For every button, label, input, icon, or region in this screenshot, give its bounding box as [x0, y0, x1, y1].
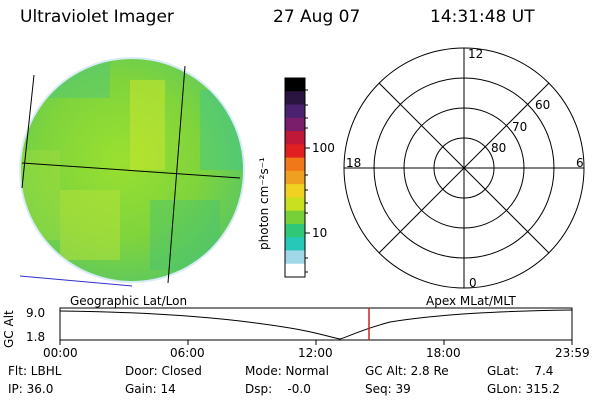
ip-status: IP: 36.0	[8, 382, 54, 396]
colorbar-tick-label-10: 10	[312, 226, 328, 240]
seq-status: Seq: 39	[365, 382, 411, 396]
gain-status: Gain: 14	[125, 382, 176, 396]
filter-status: Flt: LBHL	[8, 364, 62, 378]
colorbar-segment	[285, 104, 305, 119]
dsp-status: Dsp: -0.0	[245, 382, 311, 396]
time-tick-1800: 18:00	[426, 346, 461, 360]
polar-grid	[343, 47, 585, 289]
colorbar-segment	[285, 210, 305, 225]
colorbar-segment	[285, 184, 305, 198]
terminator-line	[19, 275, 133, 287]
instrument-title: Ultraviolet Imager	[20, 7, 174, 27]
altitude-axis-title: GC Alt	[2, 310, 16, 348]
altitude-tick-min: 1.8	[26, 330, 46, 344]
earth-disk-image	[19, 57, 245, 287]
altitude-curve	[59, 309, 573, 340]
colorbar	[285, 78, 305, 278]
latitude-line	[21, 162, 241, 179]
colorbar-segment	[285, 237, 305, 251]
apex-caption: Apex MLat/MLT	[426, 294, 516, 308]
gc-alt-status: GC Alt: 2.8 Re	[365, 364, 449, 378]
polar-label-lat-60: 60	[535, 98, 551, 112]
colorbar-segment	[285, 197, 305, 212]
polar-label-noon: 12	[468, 47, 484, 61]
colorbar-frame	[284, 77, 306, 278]
colorbar-segment	[285, 131, 305, 145]
mode-status: Mode: Normal	[245, 364, 329, 378]
meridian-line	[167, 65, 186, 284]
polar-label-lat-70: 70	[512, 120, 528, 134]
colorbar-segment	[285, 170, 305, 185]
observation-time: 14:31:48 UT	[430, 7, 535, 27]
time-tick-1200: 12:00	[298, 346, 333, 360]
colorbar-segment	[285, 250, 305, 265]
colorbar-segment	[285, 157, 305, 172]
door-status: Door: Closed	[125, 364, 202, 378]
polar-diagonal-b	[378, 82, 550, 254]
time-tick-2359: 23:59	[555, 346, 590, 360]
observation-date: 27 Aug 07	[273, 7, 361, 27]
polar-label-midnight: 0	[469, 276, 477, 290]
geographic-caption: Geographic Lat/Lon	[70, 294, 188, 308]
colorbar-segment	[285, 223, 305, 238]
colorbar-segment	[285, 117, 305, 132]
polar-label-dusk: 18	[346, 156, 362, 170]
colorbar-tick-label-100: 100	[312, 141, 335, 155]
colorbar-segment	[285, 263, 305, 278]
altitude-tick-max: 9.0	[26, 306, 46, 320]
polar-label-dawn: 6	[576, 156, 584, 170]
colorbar-segment	[285, 144, 305, 159]
meridian-line-left	[21, 74, 35, 189]
glat-status: GLat: 7.4	[487, 364, 554, 378]
time-tick-0000: 00:00	[43, 346, 78, 360]
colorbar-segment	[285, 78, 305, 92]
time-tick-0600: 06:00	[170, 346, 205, 360]
glon-status: GLon: 315.2	[487, 382, 560, 396]
colorbar-unit-label: photon cm⁻²s⁻¹	[257, 157, 271, 250]
polar-label-lat-80: 80	[491, 141, 507, 155]
colorbar-segment	[285, 91, 305, 106]
